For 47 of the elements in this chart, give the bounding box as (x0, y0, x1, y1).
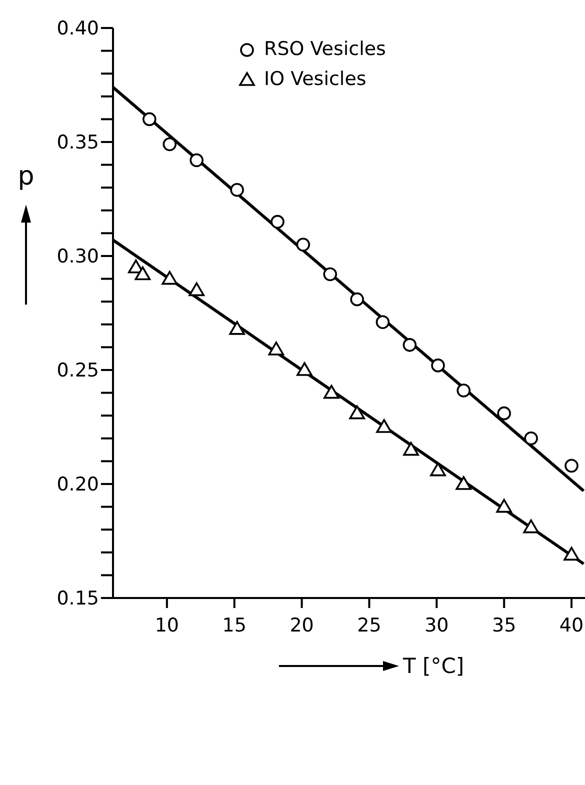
point (430, 462, 446, 476)
point (296, 362, 312, 376)
x-tick-label: 35 (492, 614, 516, 636)
point (296, 238, 310, 252)
point (456, 384, 471, 398)
point (497, 406, 511, 420)
x-axis-title: T [°C] (402, 654, 464, 678)
x-tick-label: 25 (357, 614, 382, 636)
point (268, 342, 284, 356)
y-tick-label: 0.40 (56, 18, 99, 40)
point (188, 282, 205, 296)
point (402, 338, 417, 352)
x-tick-label: 10 (154, 614, 180, 636)
y-tick-label: 0.35 (56, 132, 99, 154)
point (431, 358, 445, 372)
point (324, 384, 340, 399)
point (403, 442, 419, 456)
point (523, 519, 539, 534)
point (564, 546, 580, 561)
point (230, 182, 244, 197)
x-tick-label: 40 (559, 614, 584, 636)
point (349, 405, 365, 420)
y-tick-label: 0.20 (56, 474, 99, 496)
point (496, 498, 512, 513)
y-tick-label: 0.25 (56, 360, 99, 382)
legend-label: IO Vesicles (264, 68, 366, 90)
point (142, 112, 156, 126)
point (162, 270, 178, 285)
point (190, 153, 204, 168)
point (564, 458, 578, 473)
point (162, 137, 177, 152)
point (134, 266, 151, 280)
point (350, 292, 364, 306)
x-tick-label: 20 (290, 614, 314, 636)
point (376, 315, 390, 330)
legend-label: RSO Vesicles (264, 38, 386, 60)
y-tick-label: 0.30 (56, 246, 99, 268)
y-axis-title: p (18, 162, 34, 192)
point (456, 476, 472, 490)
point (229, 321, 245, 335)
x-tick-label: 30 (424, 614, 449, 636)
point (376, 419, 392, 433)
point (270, 214, 284, 229)
x-tick-label: 15 (222, 614, 246, 636)
point (524, 432, 538, 446)
point (323, 267, 338, 282)
y-tick-label: 0.15 (56, 588, 99, 610)
